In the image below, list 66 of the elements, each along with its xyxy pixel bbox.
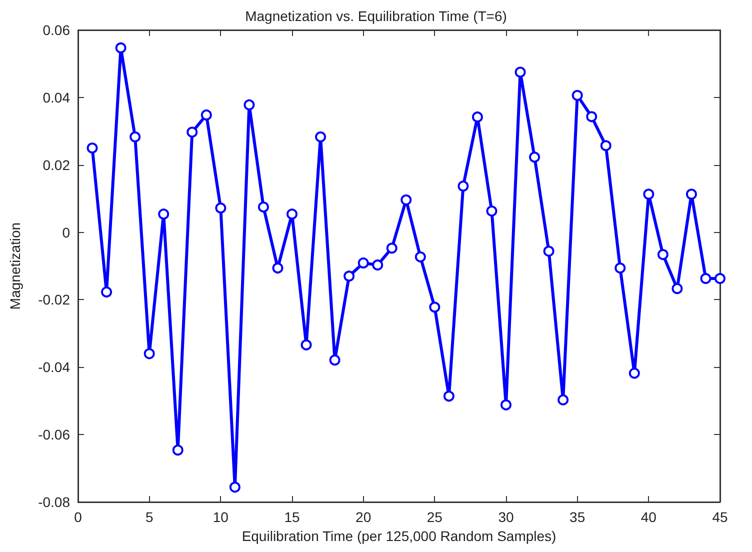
x-tick-label: 35 (570, 509, 586, 525)
point (572, 90, 583, 101)
point (358, 257, 369, 268)
point (386, 242, 398, 254)
point (229, 482, 240, 493)
point (628, 368, 640, 379)
point (700, 272, 712, 284)
point (115, 42, 126, 54)
y-tick-label: -0.04 (38, 359, 70, 376)
point (514, 66, 526, 78)
point (529, 152, 540, 163)
y-tick-label: -0.08 (38, 494, 70, 510)
x-tick-label: 40 (640, 509, 657, 525)
point (657, 249, 668, 260)
point (458, 180, 469, 192)
point (672, 283, 683, 294)
point (215, 202, 226, 214)
point (600, 140, 612, 152)
point (200, 109, 212, 120)
point (158, 208, 170, 220)
point (558, 394, 569, 406)
point (472, 111, 483, 122)
y-tick-label: -0.02 (38, 292, 70, 308)
x-tick-label: 20 (356, 509, 372, 525)
point (186, 126, 198, 138)
y-tick-label: 0 (62, 224, 70, 240)
point (244, 99, 255, 110)
point (429, 302, 440, 313)
point (101, 286, 112, 298)
point (272, 262, 284, 274)
x-tick-label: 0 (74, 509, 82, 525)
x-tick-label: 5 (145, 509, 154, 525)
y-tick-label: -0.06 (38, 426, 70, 443)
y-tick-label: 0.06 (42, 22, 70, 38)
point (344, 270, 355, 282)
point (643, 188, 654, 200)
point (286, 208, 298, 220)
point (714, 272, 726, 284)
y-axis-title: Magnetization (7, 222, 23, 310)
point (130, 131, 141, 142)
point (500, 399, 512, 410)
y-tick-label: 0.04 (42, 89, 70, 106)
point (586, 111, 598, 122)
point (443, 390, 454, 402)
x-tick-label: 25 (426, 509, 443, 525)
point (372, 259, 384, 270)
x-tick-label: 30 (498, 509, 514, 525)
point (300, 339, 312, 350)
point (329, 354, 340, 366)
point (543, 246, 554, 257)
point (86, 142, 98, 154)
x-axis-title: Equilibration Time (per 125,000 Random Samples) (242, 528, 556, 544)
x-tick-label: 45 (712, 509, 728, 525)
point (686, 188, 697, 200)
point (486, 206, 498, 217)
point (414, 251, 426, 262)
point (315, 131, 326, 142)
chart-title: Magnetization vs. Equilibration Time (T=6) (245, 8, 507, 24)
point (400, 194, 412, 206)
point (614, 262, 626, 274)
point (258, 202, 269, 212)
point (144, 348, 155, 360)
y-tick-label: 0.02 (42, 156, 70, 173)
point (172, 444, 184, 456)
x-tick-label: 10 (212, 509, 229, 525)
x-tick-label: 15 (284, 509, 300, 525)
